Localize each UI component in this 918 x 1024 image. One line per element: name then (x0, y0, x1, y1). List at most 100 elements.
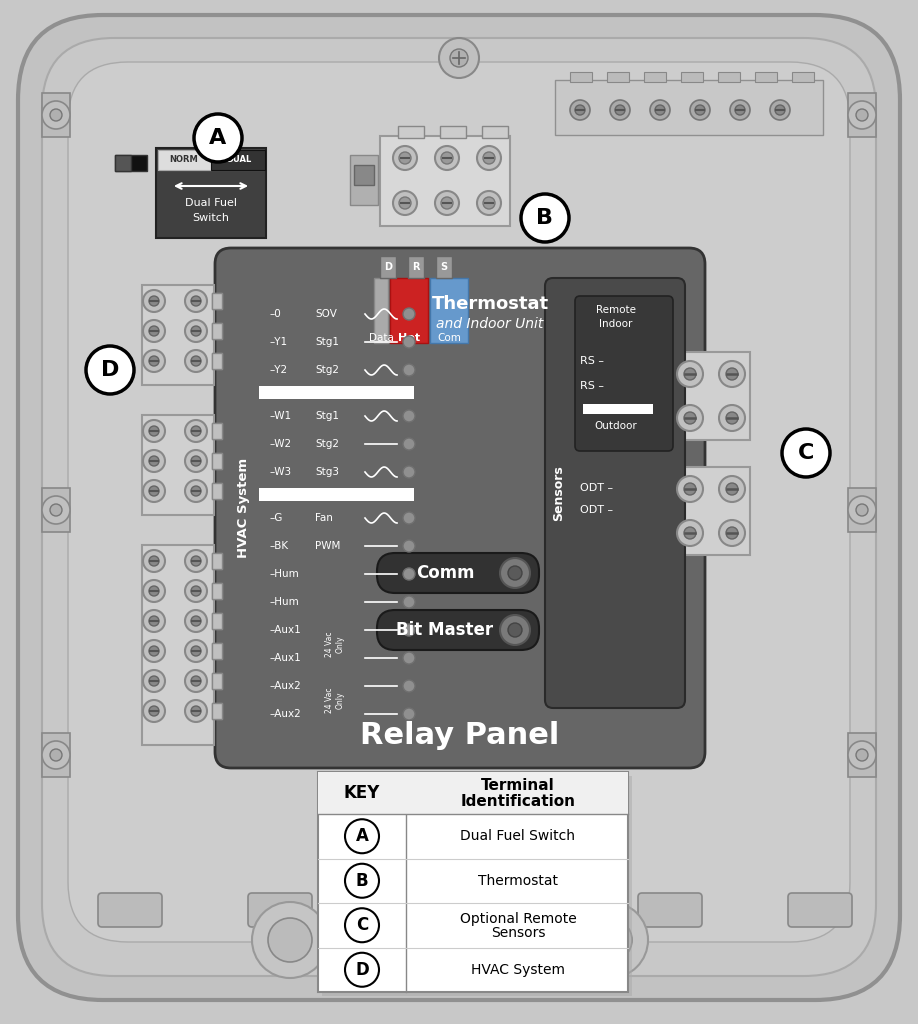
Circle shape (719, 476, 745, 502)
Bar (212, 423, 222, 439)
Circle shape (735, 105, 745, 115)
Circle shape (50, 749, 62, 761)
Circle shape (508, 566, 522, 580)
Bar (662, 523, 674, 543)
Bar (672, 352, 750, 440)
Circle shape (185, 420, 207, 442)
Text: PWM: PWM (315, 541, 341, 551)
Circle shape (191, 356, 201, 366)
Circle shape (149, 296, 159, 306)
Text: Switch: Switch (193, 213, 230, 223)
Bar (848, 93, 876, 137)
Circle shape (185, 480, 207, 502)
Bar (115, 155, 147, 171)
Bar (142, 545, 214, 745)
Circle shape (684, 368, 696, 380)
Text: Stg2: Stg2 (315, 365, 339, 375)
Circle shape (143, 290, 165, 312)
Text: –G: –G (269, 513, 283, 523)
Bar (398, 126, 424, 138)
Circle shape (775, 105, 785, 115)
Bar (380, 256, 396, 278)
Circle shape (848, 101, 876, 129)
Circle shape (268, 918, 312, 962)
Circle shape (403, 466, 415, 478)
Text: –Y1: –Y1 (269, 337, 287, 347)
Circle shape (185, 700, 207, 722)
Bar (318, 772, 628, 814)
Circle shape (185, 350, 207, 372)
Bar (212, 673, 222, 689)
Bar (718, 72, 740, 82)
Bar (318, 772, 628, 992)
Bar (212, 353, 222, 369)
Circle shape (185, 670, 207, 692)
Circle shape (730, 100, 750, 120)
Circle shape (588, 918, 632, 962)
Bar (212, 703, 222, 719)
Bar (212, 293, 222, 309)
Circle shape (856, 109, 868, 121)
Circle shape (42, 496, 70, 524)
Text: C: C (798, 443, 814, 463)
Bar (212, 703, 222, 719)
Bar (156, 148, 266, 238)
Text: S: S (441, 262, 448, 272)
Text: Data: Data (368, 333, 394, 343)
FancyBboxPatch shape (68, 62, 850, 942)
Bar (42, 488, 70, 532)
Bar (436, 256, 452, 278)
Bar (212, 643, 222, 659)
Text: –W2: –W2 (269, 439, 291, 449)
Bar (350, 155, 378, 205)
Circle shape (345, 864, 379, 898)
Text: Optional Remote: Optional Remote (460, 912, 577, 927)
Text: and Indoor Unit: and Indoor Unit (436, 317, 543, 331)
Circle shape (650, 100, 670, 120)
Text: –Y2: –Y2 (269, 365, 287, 375)
Text: –Aux1: –Aux1 (269, 625, 301, 635)
Circle shape (42, 741, 70, 769)
Text: 24 Vac
Only: 24 Vac Only (325, 631, 344, 656)
Text: –W3: –W3 (269, 467, 291, 477)
Text: Identification: Identification (461, 795, 576, 810)
Circle shape (677, 406, 703, 431)
Circle shape (143, 610, 165, 632)
Text: SOV: SOV (315, 309, 337, 319)
Bar (212, 323, 222, 339)
Circle shape (86, 346, 134, 394)
Circle shape (477, 191, 501, 215)
Text: ODT –: ODT – (580, 483, 613, 493)
Text: KEY: KEY (344, 784, 380, 802)
Circle shape (191, 326, 201, 336)
Circle shape (149, 676, 159, 686)
Circle shape (393, 191, 417, 215)
Circle shape (848, 741, 876, 769)
Circle shape (856, 749, 868, 761)
Text: NORM: NORM (170, 156, 198, 165)
Circle shape (403, 708, 415, 720)
Circle shape (194, 114, 242, 162)
Circle shape (403, 410, 415, 422)
Bar (212, 553, 222, 569)
Circle shape (403, 652, 415, 664)
Text: Remote: Remote (596, 305, 636, 315)
Circle shape (143, 700, 165, 722)
Bar (212, 613, 222, 629)
Circle shape (185, 319, 207, 342)
Bar (259, 386, 414, 399)
Text: Thermostat: Thermostat (431, 295, 549, 313)
Circle shape (143, 319, 165, 342)
Text: HVAC System: HVAC System (237, 458, 250, 558)
FancyBboxPatch shape (248, 893, 312, 927)
Text: –Aux2: –Aux2 (269, 709, 301, 719)
Text: Stg1: Stg1 (315, 411, 339, 421)
Circle shape (695, 105, 705, 115)
Circle shape (185, 580, 207, 602)
Circle shape (191, 706, 201, 716)
Bar (792, 72, 814, 82)
Text: Relay Panel: Relay Panel (360, 722, 560, 751)
Text: A: A (355, 827, 368, 845)
Text: D: D (355, 961, 369, 979)
Circle shape (345, 952, 379, 987)
